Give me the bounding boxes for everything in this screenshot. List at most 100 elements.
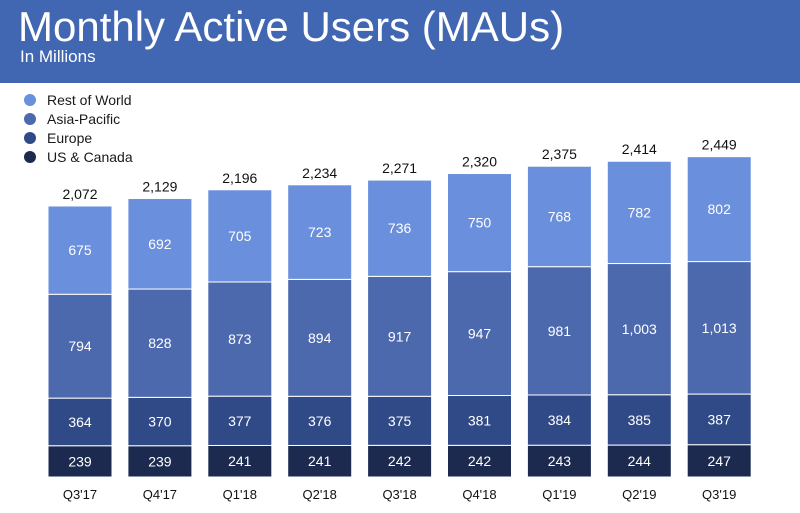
data-label-asia-pacific-q1-18: 873 [228,331,252,347]
total-label-q3-19: 2,449 [702,137,737,153]
total-label-q4-18: 2,320 [462,154,497,170]
legend-swatch-rest-of-world [24,93,36,106]
data-label-us-canada-q1-18: 241 [228,453,252,469]
data-label-asia-pacific-q2-19: 1,003 [622,321,657,337]
x-tick-label-q3-17: Q3'17 [63,487,97,502]
x-tick-label-q1-19: Q1'19 [542,487,576,502]
data-label-europe-q2-18: 376 [308,413,332,429]
bar-rest-of-world-q1-19 [526,165,592,268]
data-label-us-canada-q3-19: 247 [708,453,732,469]
header-banner: Monthly Active Users (MAUs) In Millions [0,0,800,83]
data-label-asia-pacific-q3-19: 1,013 [702,320,737,336]
bar-us-canada-q3-18 [367,444,433,478]
data-label-us-canada-q2-18: 241 [308,453,332,469]
bar-us-canada-q4-18 [447,444,512,478]
data-label-rest-of-world-q1-18: 705 [228,228,252,244]
bar-europe-q1-19 [526,394,592,446]
bar-asia-pacific-q4-17 [127,288,193,398]
legend-swatch-us-canada [24,150,36,163]
bar-asia-pacific-q3-19 [686,261,752,395]
total-label-q1-18: 2,196 [222,170,257,186]
page-subtitle: In Millions [20,47,96,66]
bar-us-canada-q3-19 [686,444,752,478]
data-label-asia-pacific-q4-17: 828 [148,335,172,351]
bar-europe-q1-18 [207,395,273,446]
legend-label-us-canada: US & Canada [47,148,133,165]
data-label-europe-q1-19: 384 [548,412,572,428]
data-label-asia-pacific-q2-18: 894 [308,330,332,346]
bar-rest-of-world-q2-19 [606,160,672,265]
chart-legend: Rest of World Asia-Pacific Europe US & C… [24,90,133,166]
data-label-asia-pacific-q4-18: 947 [468,326,492,342]
bar-europe-q2-19 [606,394,672,446]
data-label-europe-q4-18: 381 [468,412,492,428]
bar-europe-q4-17 [127,396,193,447]
legend-item-europe: Europe [24,128,133,147]
data-label-rest-of-world-q4-18: 750 [468,215,492,231]
x-tick-label-q1-18: Q1'18 [223,487,257,502]
bar-europe-q2-18 [287,395,353,446]
bar-rest-of-world-q1-18 [207,189,273,283]
bar-rest-of-world-q4-18 [447,173,512,273]
total-label-q3-18: 2,271 [382,160,417,176]
legend-label-asia-pacific: Asia-Pacific [47,110,121,127]
legend-item-asia-pacific: Asia-Pacific [24,109,133,128]
legend-item-rest-of-world: Rest of World [24,90,133,109]
page-title: Monthly Active Users (MAUs) [18,3,565,50]
bar-us-canada-q1-18 [207,444,273,478]
bar-asia-pacific-q3-18 [367,275,433,397]
total-label-q1-19: 2,375 [542,146,577,162]
data-label-rest-of-world-q2-18: 723 [308,224,332,240]
bar-europe-q3-18 [367,395,433,446]
x-tick-label-q4-18: Q4'18 [462,487,496,502]
data-label-rest-of-world-q3-18: 736 [388,220,412,236]
data-label-europe-q3-19: 387 [708,411,732,427]
data-label-us-canada-q4-17: 239 [148,453,172,469]
bar-us-canada-q1-19 [526,444,592,478]
total-label-q3-17: 2,072 [62,186,97,202]
total-label-q4-17: 2,129 [142,179,177,195]
data-label-us-canada-q4-18: 242 [468,453,492,469]
x-tick-label-q2-19: Q2'19 [622,487,656,502]
data-label-rest-of-world-q3-19: 802 [708,201,732,217]
data-label-europe-q3-18: 375 [388,413,412,429]
bar-europe-q3-19 [686,393,752,446]
bar-europe-q3-17 [47,397,113,447]
bar-asia-pacific-q2-19 [606,263,672,396]
legend-swatch-asia-pacific [24,112,36,125]
bar-asia-pacific-q2-18 [287,278,353,397]
bar-rest-of-world-q3-19 [686,156,752,263]
data-label-europe-q4-17: 370 [148,414,172,430]
data-label-asia-pacific-q3-18: 917 [388,328,412,344]
legend-label-europe: Europe [47,129,93,146]
data-label-asia-pacific-q3-17: 794 [68,338,92,354]
bar-asia-pacific-q1-19 [526,266,592,396]
data-label-us-canada-q2-19: 244 [628,453,652,469]
bar-europe-q4-18 [447,395,512,446]
legend-item-us-canada: US & Canada [24,147,133,166]
data-label-rest-of-world-q2-19: 782 [628,204,652,220]
bar-rest-of-world-q2-18 [287,184,353,280]
data-label-europe-q3-17: 364 [68,414,92,430]
data-label-europe-q1-18: 377 [228,413,252,429]
total-label-q2-18: 2,234 [302,165,337,181]
bar-us-canada-q4-17 [127,445,193,478]
x-tick-label-q3-18: Q3'18 [382,487,416,502]
data-label-us-canada-q1-19: 243 [548,453,572,469]
data-label-rest-of-world-q3-17: 675 [68,242,92,258]
data-label-rest-of-world-q1-19: 768 [548,208,572,224]
data-label-europe-q2-19: 385 [628,412,652,428]
legend-swatch-europe [24,131,36,144]
data-label-us-canada-q3-17: 239 [68,453,92,469]
bar-rest-of-world-q3-17 [47,205,113,295]
bar-rest-of-world-q4-17 [127,198,193,290]
data-label-rest-of-world-q4-17: 692 [148,236,172,252]
data-label-us-canada-q3-18: 242 [388,453,412,469]
x-tick-label-q2-18: Q2'18 [303,487,337,502]
data-label-asia-pacific-q1-19: 981 [548,323,572,339]
x-tick-label-q3-19: Q3'19 [702,487,736,502]
x-tick-label-q4-17: Q4'17 [143,487,177,502]
bar-asia-pacific-q4-18 [447,271,512,397]
total-label-q2-19: 2,414 [622,141,657,157]
